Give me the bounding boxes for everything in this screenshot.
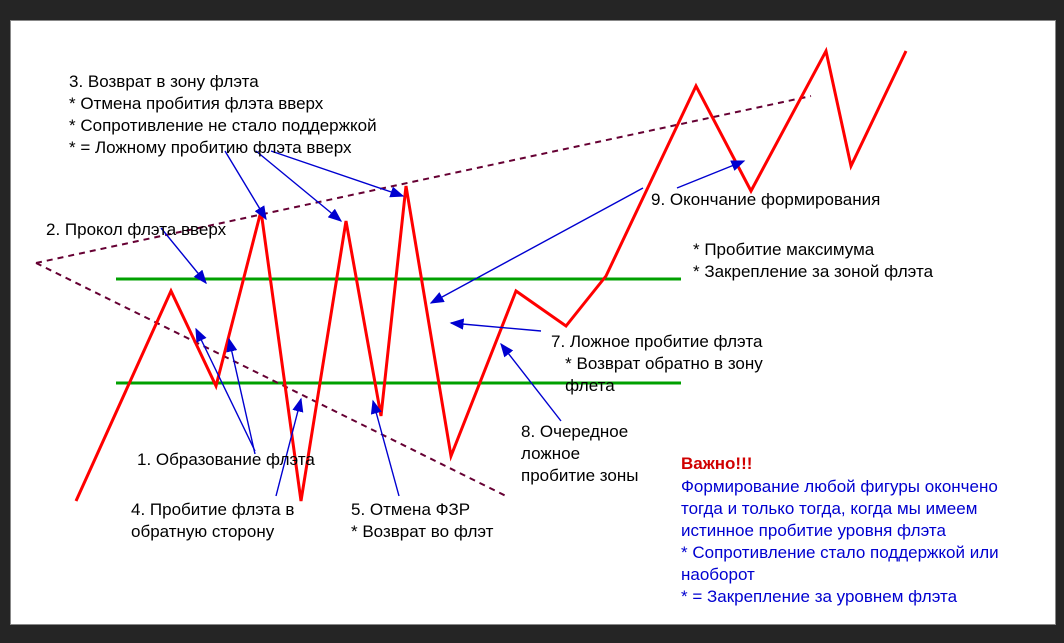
diagram-panel: 1. Образование флэта 2. Прокол флэта вве…: [10, 20, 1056, 625]
annot-5: 5. Отмена ФЗР * Возврат во флэт: [351, 499, 493, 543]
annot-3: 3. Возврат в зону флэта * Отмена пробити…: [69, 71, 377, 159]
annot-2: 2. Прокол флэта вверх: [46, 219, 226, 241]
annot-9: 9. Окончание формирования: [651, 189, 880, 211]
annot-9b: * Пробитие максимума * Закрепление за зо…: [693, 239, 933, 283]
annot-warn: Важно!!!: [681, 453, 752, 475]
annot-note: Формирование любой фигуры окончено тогда…: [681, 476, 999, 609]
diagram-canvas: 1. Образование флэта 2. Прокол флэта вве…: [0, 0, 1064, 643]
annot-8: 8. Очередное ложное пробитие зоны: [521, 421, 638, 487]
annot-7: 7. Ложное пробитие флэта * Возврат обрат…: [551, 331, 763, 397]
annot-1: 1. Образование флэта: [137, 449, 315, 471]
annot-4: 4. Пробитие флэта в обратную сторону: [131, 499, 294, 543]
